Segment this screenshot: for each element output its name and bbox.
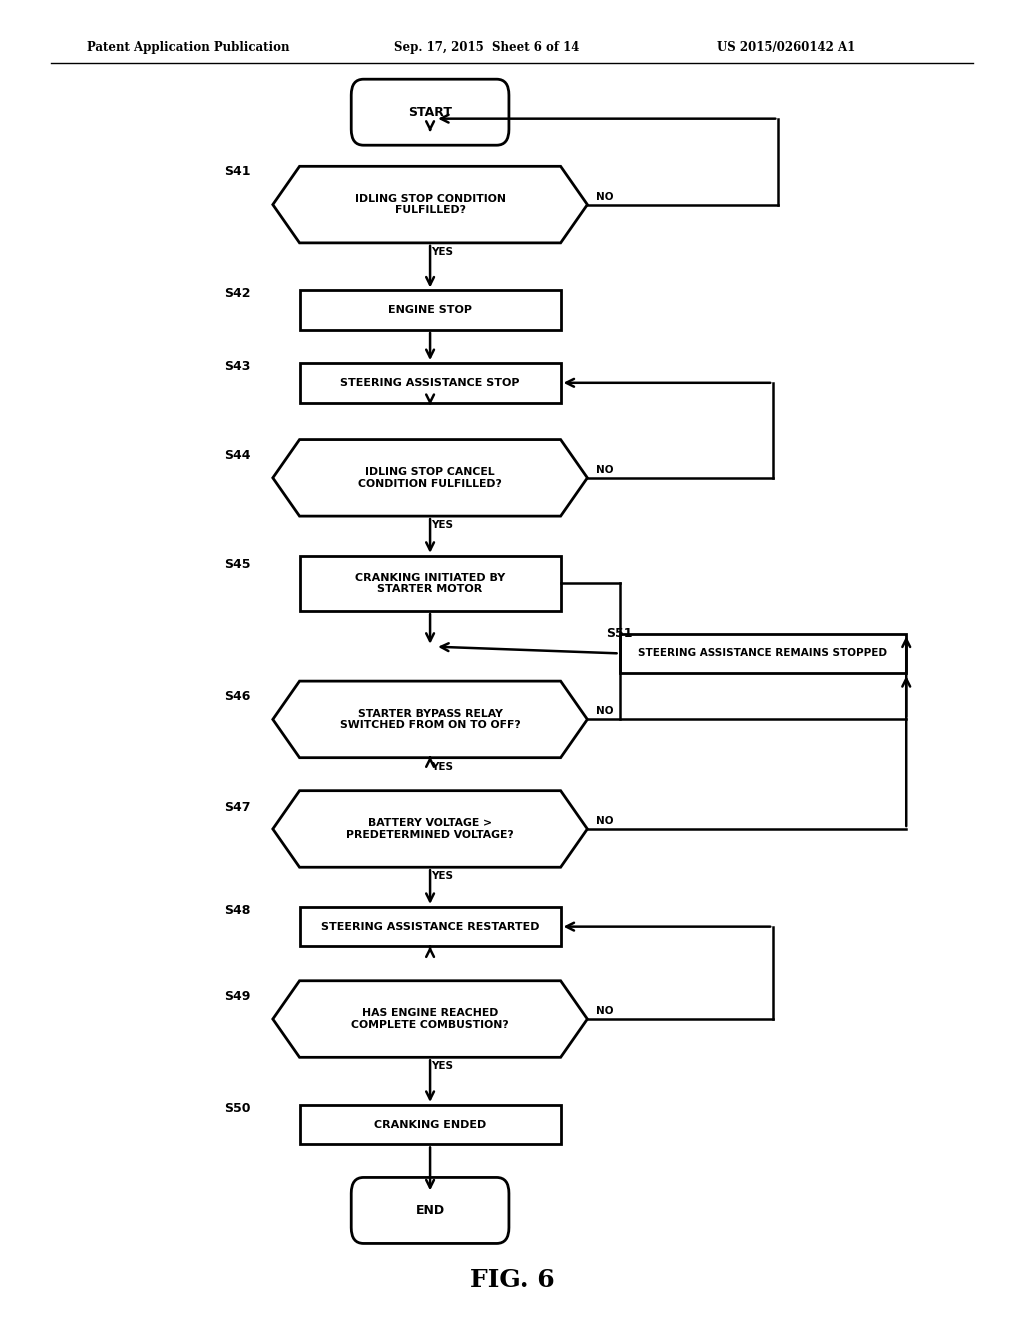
Text: NO: NO xyxy=(596,465,613,475)
Text: S43: S43 xyxy=(224,360,251,374)
Text: YES: YES xyxy=(431,1061,454,1072)
Text: YES: YES xyxy=(431,247,454,257)
Text: US 2015/0260142 A1: US 2015/0260142 A1 xyxy=(717,41,855,54)
Polygon shape xyxy=(272,981,588,1057)
Text: S48: S48 xyxy=(224,904,251,917)
Text: Patent Application Publication: Patent Application Publication xyxy=(87,41,290,54)
Text: STEERING ASSISTANCE REMAINS STOPPED: STEERING ASSISTANCE REMAINS STOPPED xyxy=(638,648,888,659)
Text: IDLING STOP CANCEL
CONDITION FULFILLED?: IDLING STOP CANCEL CONDITION FULFILLED? xyxy=(358,467,502,488)
FancyBboxPatch shape xyxy=(351,1177,509,1243)
Bar xyxy=(299,290,561,330)
Text: S45: S45 xyxy=(224,558,251,572)
Text: S49: S49 xyxy=(224,990,251,1003)
Text: S50: S50 xyxy=(224,1102,251,1115)
Polygon shape xyxy=(272,681,588,758)
Text: END: END xyxy=(416,1204,444,1217)
Bar xyxy=(620,634,906,673)
Text: FIG. 6: FIG. 6 xyxy=(470,1269,554,1292)
Text: BATTERY VOLTAGE >
PREDETERMINED VOLTAGE?: BATTERY VOLTAGE > PREDETERMINED VOLTAGE? xyxy=(346,818,514,840)
Bar xyxy=(299,907,561,946)
Text: START: START xyxy=(409,106,452,119)
Text: NO: NO xyxy=(596,1006,613,1016)
Text: CRANKING INITIATED BY
STARTER MOTOR: CRANKING INITIATED BY STARTER MOTOR xyxy=(355,573,505,594)
Text: NO: NO xyxy=(596,706,613,717)
Polygon shape xyxy=(272,440,588,516)
Text: CRANKING ENDED: CRANKING ENDED xyxy=(374,1119,486,1130)
Text: Sep. 17, 2015  Sheet 6 of 14: Sep. 17, 2015 Sheet 6 of 14 xyxy=(394,41,580,54)
Text: S42: S42 xyxy=(224,286,251,300)
Text: STARTER BYPASS RELAY
SWITCHED FROM ON TO OFF?: STARTER BYPASS RELAY SWITCHED FROM ON TO… xyxy=(340,709,520,730)
Text: NO: NO xyxy=(596,191,613,202)
Text: NO: NO xyxy=(596,816,613,826)
Polygon shape xyxy=(272,791,588,867)
Text: YES: YES xyxy=(431,520,454,531)
Text: ENGINE STOP: ENGINE STOP xyxy=(388,305,472,315)
Text: S44: S44 xyxy=(224,449,251,462)
Text: HAS ENGINE REACHED
COMPLETE COMBUSTION?: HAS ENGINE REACHED COMPLETE COMBUSTION? xyxy=(351,1008,509,1030)
FancyBboxPatch shape xyxy=(351,79,509,145)
Text: STEERING ASSISTANCE RESTARTED: STEERING ASSISTANCE RESTARTED xyxy=(321,921,540,932)
Text: S47: S47 xyxy=(224,801,251,814)
Text: YES: YES xyxy=(431,762,454,772)
Bar xyxy=(299,556,561,611)
Text: S41: S41 xyxy=(224,165,251,178)
Text: S51: S51 xyxy=(606,627,633,640)
Text: IDLING STOP CONDITION
FULFILLED?: IDLING STOP CONDITION FULFILLED? xyxy=(354,194,506,215)
Bar xyxy=(299,363,561,403)
Bar xyxy=(299,1105,561,1144)
Text: STEERING ASSISTANCE STOP: STEERING ASSISTANCE STOP xyxy=(340,378,520,388)
Text: YES: YES xyxy=(431,871,454,882)
Text: S46: S46 xyxy=(224,690,251,704)
Polygon shape xyxy=(272,166,588,243)
